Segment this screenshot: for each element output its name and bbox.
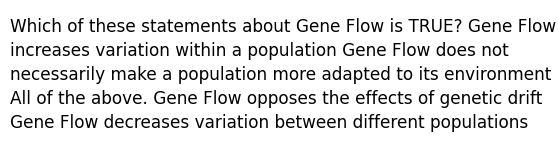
Text: Which of these statements about Gene Flow is TRUE? Gene Flow
increases variation: Which of these statements about Gene Flo… <box>10 18 556 132</box>
